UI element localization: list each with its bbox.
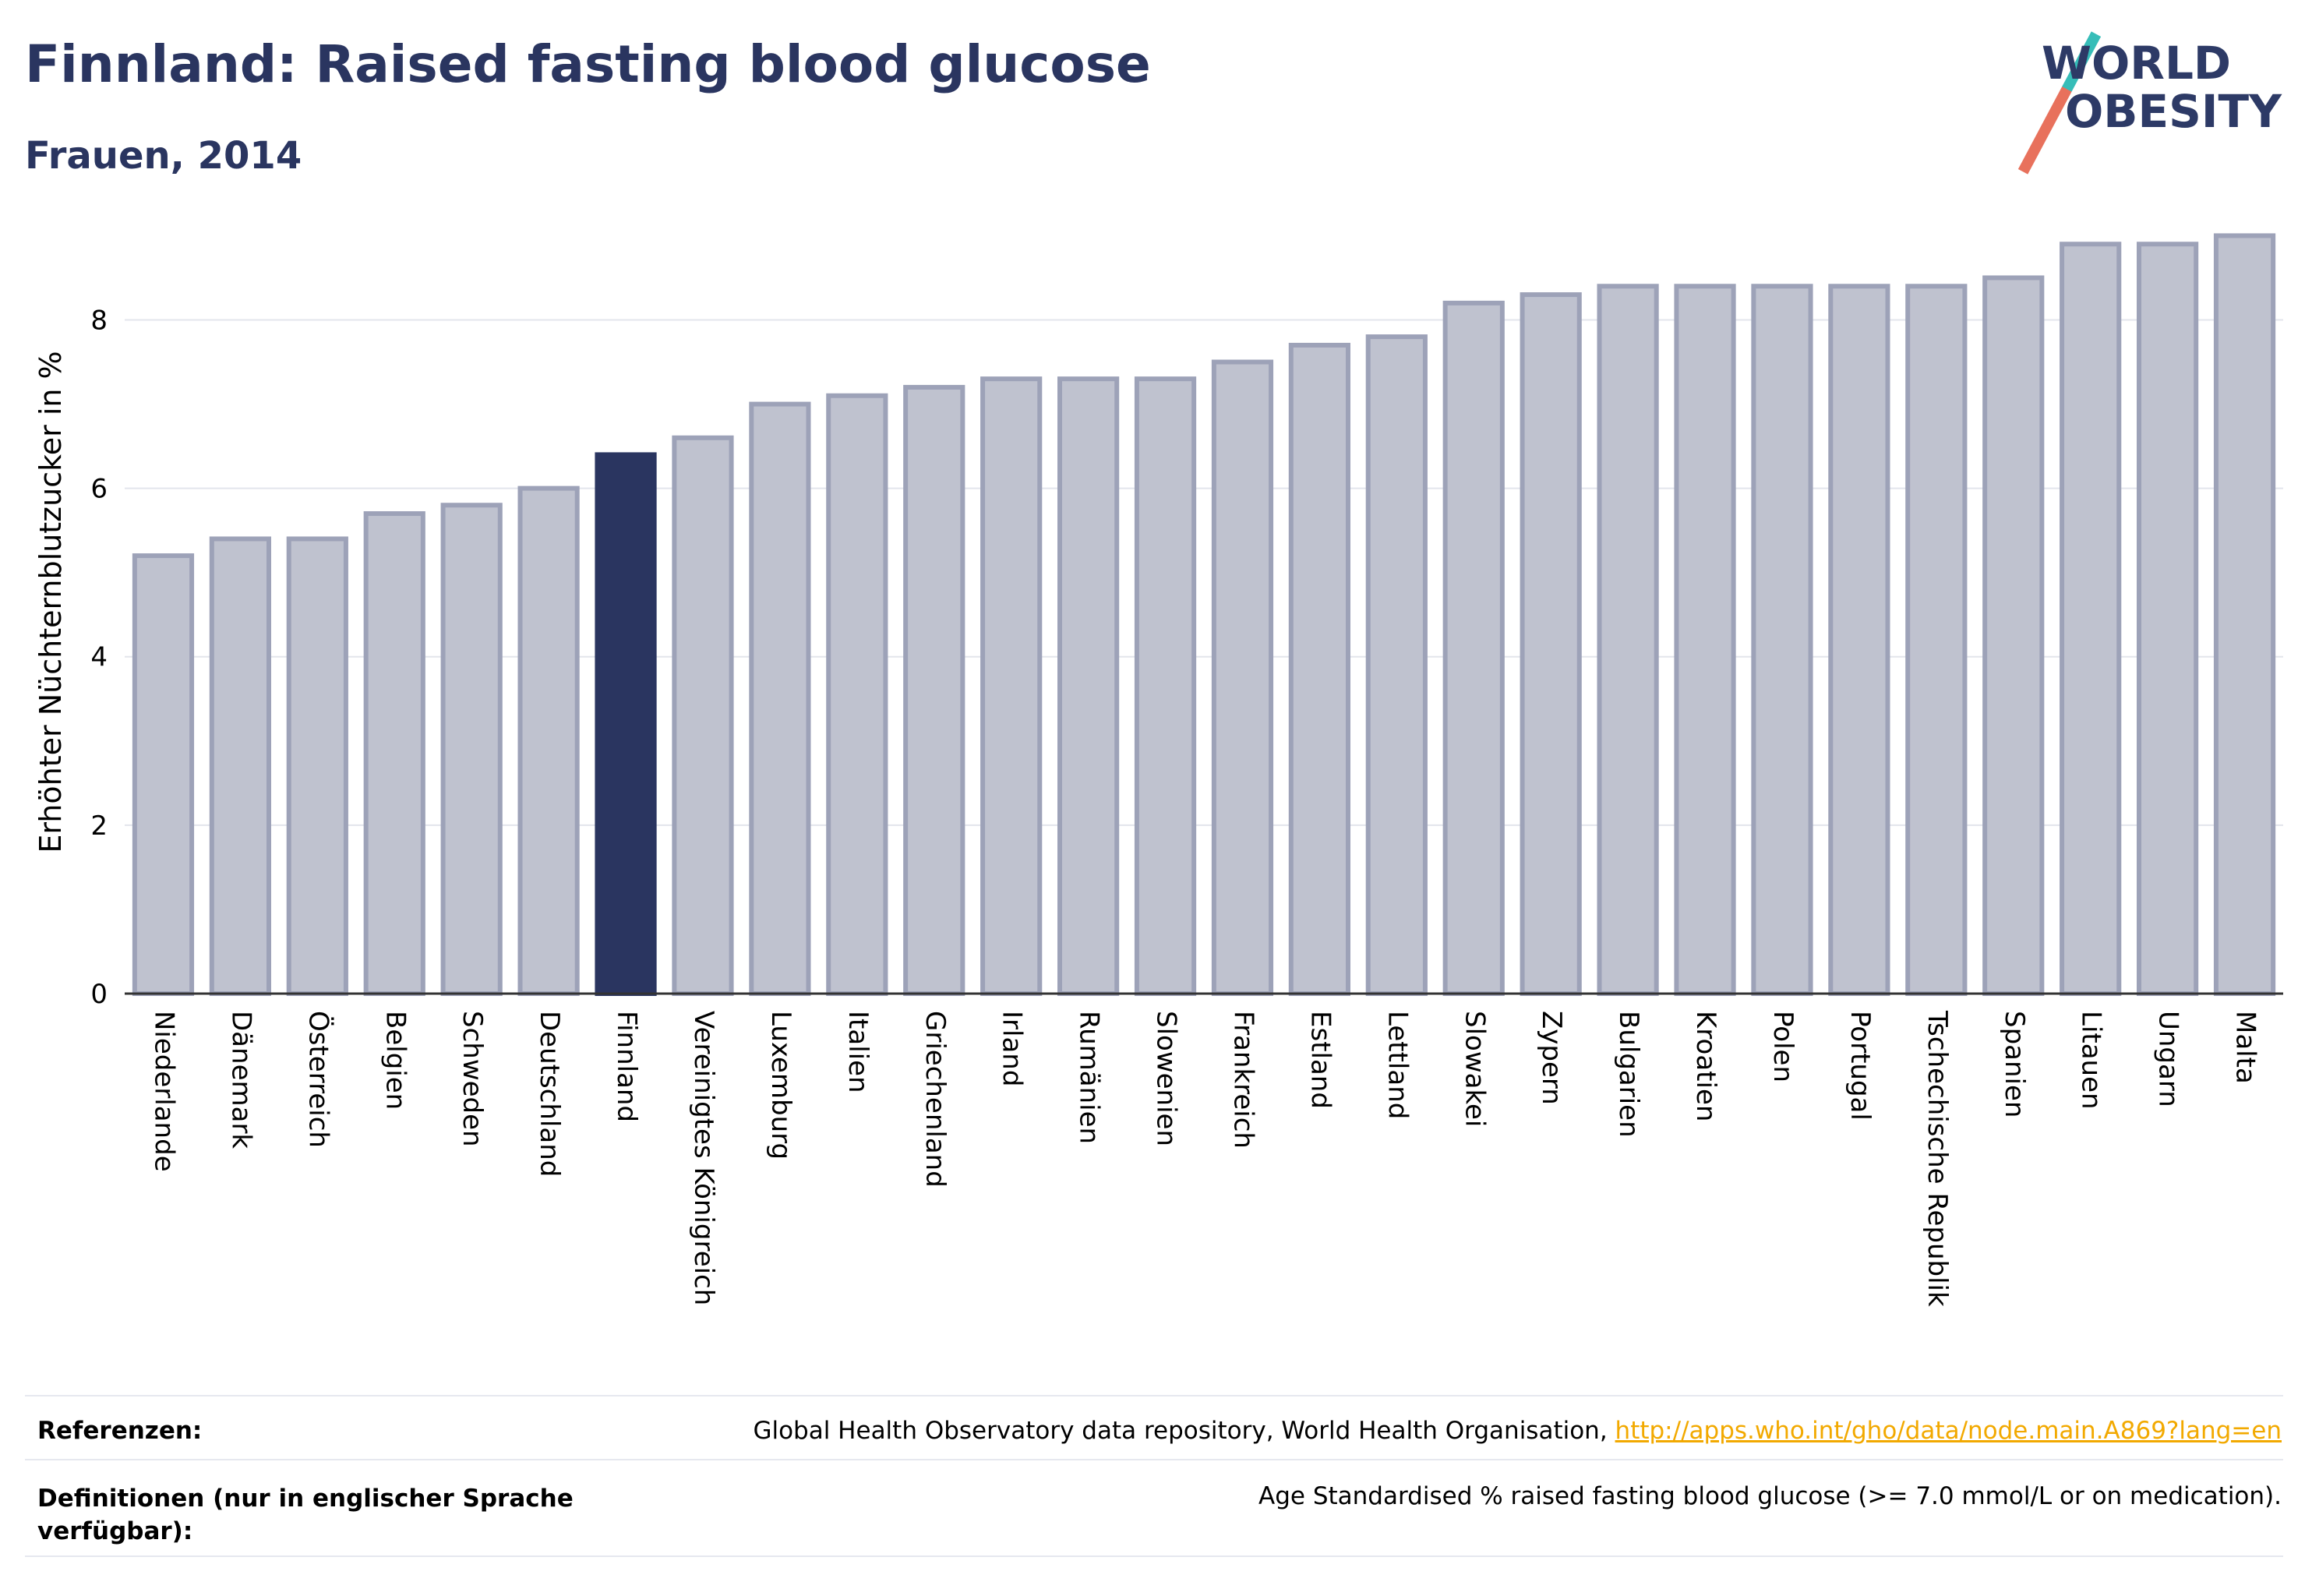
bar bbox=[1597, 284, 1659, 996]
x-tick-label: Frankreich bbox=[1227, 1011, 1258, 1149]
x-tick-label: Belgien bbox=[379, 1011, 411, 1110]
y-tick-label: 4 bbox=[90, 642, 108, 673]
bar bbox=[595, 452, 657, 996]
y-tick-label: 8 bbox=[90, 305, 108, 336]
x-tick-label: Griechenland bbox=[920, 1011, 951, 1188]
y-tick-label: 6 bbox=[90, 474, 108, 505]
chart-title: Finnland: Raised fasting blood glucose bbox=[25, 34, 1151, 94]
x-tick-label: Estland bbox=[1304, 1011, 1336, 1109]
bar bbox=[440, 503, 503, 996]
bar bbox=[1828, 284, 1890, 996]
bar bbox=[2060, 242, 2122, 996]
x-tick-label: Italien bbox=[842, 1011, 874, 1093]
chart-subtitle: Frauen, 2014 bbox=[25, 134, 302, 178]
x-tick-label: Kroatien bbox=[1690, 1011, 1721, 1121]
bar bbox=[132, 553, 195, 996]
x-tick-label: Spanien bbox=[1999, 1011, 2030, 1118]
bar bbox=[1211, 359, 1274, 997]
bar bbox=[1520, 292, 1582, 996]
y-tick-label: 0 bbox=[90, 979, 108, 1010]
references-text: Global Health Observatory data repositor… bbox=[753, 1417, 1615, 1445]
bar bbox=[209, 536, 271, 996]
x-tick-label: Litauen bbox=[2076, 1011, 2107, 1110]
x-tick-label: Luxemburg bbox=[765, 1011, 796, 1160]
x-tick-label: Slowakei bbox=[1459, 1011, 1490, 1127]
references-link[interactable]: http://apps.who.int/gho/data/node.main.A… bbox=[1615, 1417, 2282, 1445]
footer-divider bbox=[25, 1555, 2283, 1557]
bar bbox=[1982, 275, 2045, 996]
bar bbox=[1057, 376, 1120, 996]
bar bbox=[903, 384, 965, 996]
footer-divider bbox=[25, 1459, 2283, 1460]
logo-line2: OBESITY bbox=[2065, 85, 2282, 138]
x-tick-label: Bulgarien bbox=[1613, 1011, 1644, 1138]
x-tick-label: Schweden bbox=[457, 1011, 488, 1147]
x-tick-label: Niederlande bbox=[148, 1011, 179, 1172]
x-tick-label: Slowenien bbox=[1151, 1011, 1182, 1146]
x-tick-label: Rumänien bbox=[1074, 1011, 1105, 1144]
x-tick-label: Dänemark bbox=[225, 1011, 256, 1149]
world-obesity-logo: WORLD OBESITY bbox=[2017, 31, 2283, 175]
definitions-label: Definitionen (nur in englischer Sprache … bbox=[37, 1482, 574, 1548]
bar bbox=[826, 393, 888, 996]
references-label: Referenzen: bbox=[37, 1417, 203, 1445]
x-tick-label: Ungarn bbox=[2153, 1011, 2184, 1107]
bar bbox=[1751, 284, 1813, 996]
bar bbox=[980, 376, 1043, 996]
x-tick-label: Malta bbox=[2230, 1011, 2261, 1084]
bar bbox=[1365, 334, 1428, 996]
bar bbox=[1674, 284, 1736, 996]
bar bbox=[517, 486, 580, 996]
bar bbox=[672, 435, 734, 996]
logo-line1: WORLD bbox=[2042, 37, 2232, 90]
x-tick-label: Polen bbox=[1767, 1011, 1798, 1082]
bar bbox=[2137, 242, 2199, 996]
footer-divider bbox=[25, 1395, 2283, 1396]
definitions-label-line2: verfügbar): bbox=[37, 1517, 193, 1545]
bar bbox=[1288, 342, 1350, 997]
bar bbox=[286, 536, 348, 996]
y-axis-label: Erhöhter Nüchternblutzucker in % bbox=[34, 351, 68, 853]
x-tick-label: Irland bbox=[997, 1011, 1028, 1086]
definitions-label-line1: Definitionen (nur in englischer Sprache bbox=[37, 1485, 574, 1513]
x-tick-label: Tschechische Republik bbox=[1922, 1010, 1953, 1307]
x-tick-label: Portugal bbox=[1844, 1011, 1876, 1121]
references-value: Global Health Observatory data repositor… bbox=[753, 1417, 2282, 1445]
x-tick-label: Finnland bbox=[611, 1011, 642, 1122]
x-tick-label: Deutschland bbox=[534, 1011, 565, 1177]
x-tick-label: Vereinigtes Königreich bbox=[688, 1011, 719, 1305]
bar bbox=[749, 401, 811, 996]
bar bbox=[1905, 284, 1968, 996]
definitions-value: Age Standardised % raised fasting blood … bbox=[1258, 1482, 2282, 1510]
x-tick-label: Zypern bbox=[1536, 1011, 1567, 1105]
x-tick-label: Österreich bbox=[302, 1011, 334, 1148]
bar bbox=[2213, 233, 2276, 996]
bar bbox=[1442, 300, 1505, 996]
x-tick-label: Lettland bbox=[1382, 1011, 1413, 1119]
bar bbox=[363, 511, 425, 996]
bar bbox=[1134, 376, 1197, 996]
bar-chart: 0 2 4 6 8 Erhöhter Nüchternblutzucker in % Nie… bbox=[34, 233, 2283, 1307]
y-tick-label: 2 bbox=[90, 810, 108, 842]
